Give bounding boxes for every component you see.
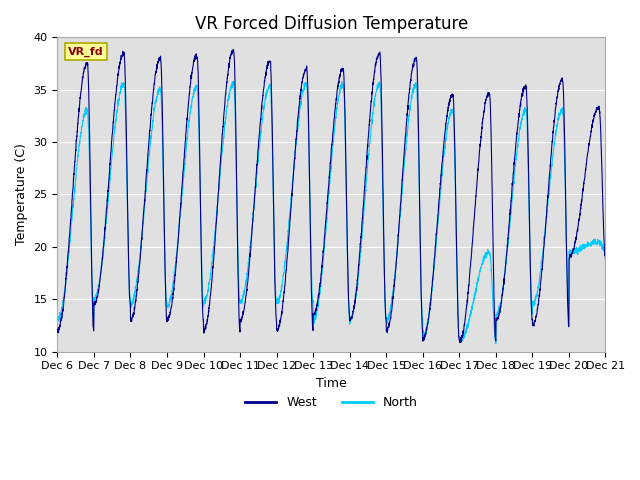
North xyxy=(287,192,295,198)
West xyxy=(602,256,609,262)
West xyxy=(230,47,237,52)
Legend: West, North: West, North xyxy=(240,391,423,414)
North xyxy=(602,249,609,254)
North xyxy=(148,123,156,129)
Line: West: West xyxy=(58,49,605,342)
North xyxy=(532,295,540,300)
Line: North: North xyxy=(58,81,605,344)
North xyxy=(591,237,599,242)
West xyxy=(456,339,463,345)
North xyxy=(229,78,237,84)
Y-axis label: Temperature (C): Temperature (C) xyxy=(15,144,28,245)
West xyxy=(116,59,124,65)
West xyxy=(287,198,295,204)
West xyxy=(591,112,599,118)
West xyxy=(54,329,61,335)
Title: VR Forced Diffusion Temperature: VR Forced Diffusion Temperature xyxy=(195,15,468,33)
North xyxy=(116,91,124,96)
Text: VR_fd: VR_fd xyxy=(68,47,104,57)
North xyxy=(264,88,271,94)
West xyxy=(532,313,540,319)
North xyxy=(492,341,500,347)
X-axis label: Time: Time xyxy=(316,377,347,390)
West xyxy=(264,59,271,64)
West xyxy=(148,100,156,106)
North xyxy=(54,318,61,324)
